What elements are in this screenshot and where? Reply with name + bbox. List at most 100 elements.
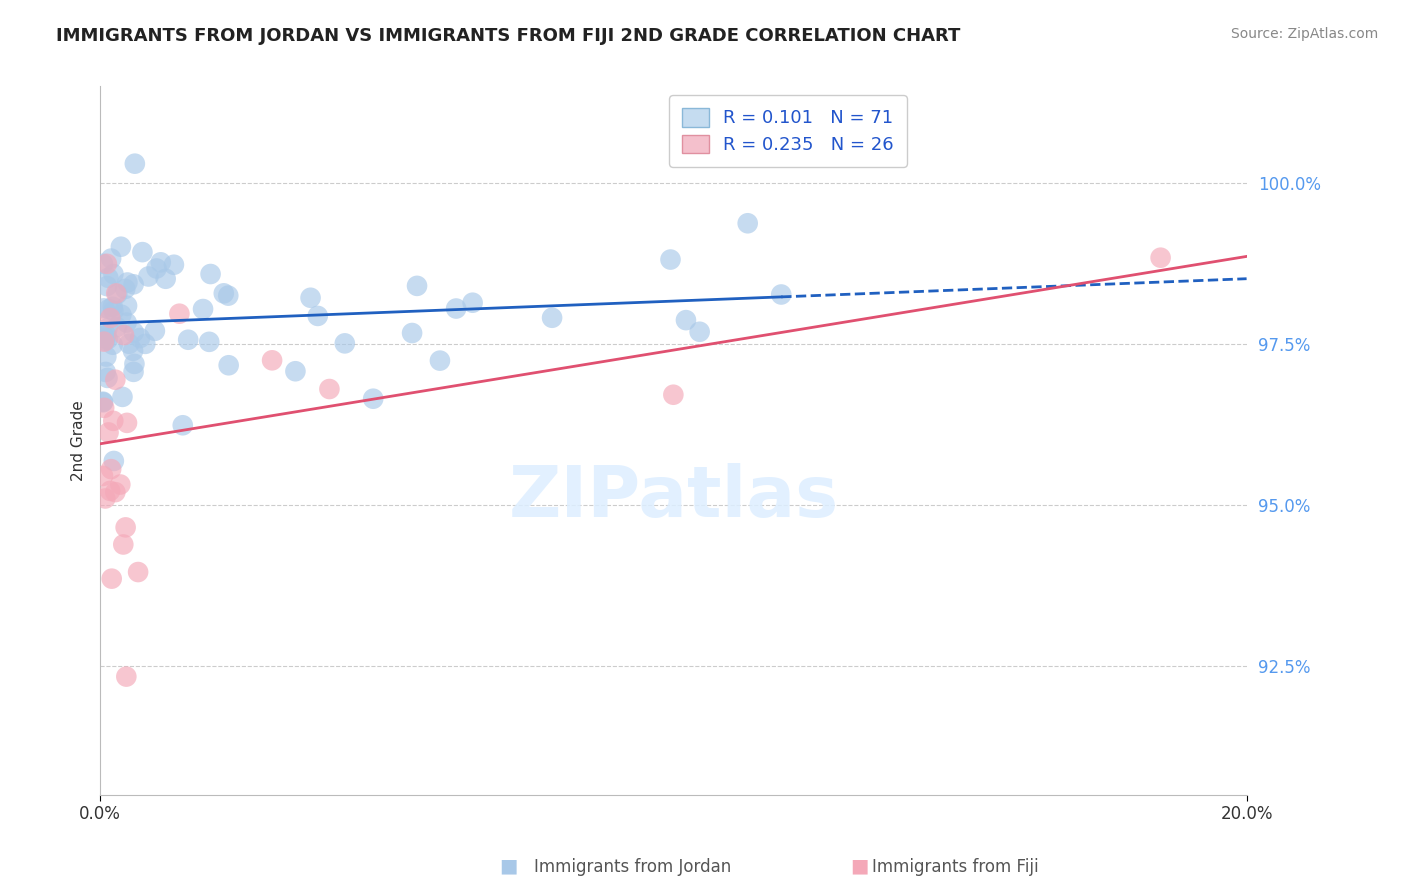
Point xyxy=(198,334,221,349)
Point xyxy=(94,365,117,379)
Point xyxy=(98,483,121,498)
Point xyxy=(770,287,793,301)
Point xyxy=(91,468,114,483)
Point xyxy=(110,308,132,322)
Point xyxy=(122,365,145,379)
Point xyxy=(172,418,194,433)
Point xyxy=(307,309,329,323)
Point xyxy=(115,299,138,313)
Point xyxy=(143,324,166,338)
Point xyxy=(100,252,122,266)
Point xyxy=(97,332,120,346)
Point xyxy=(406,278,429,293)
Point xyxy=(103,454,125,468)
Point xyxy=(101,337,124,351)
Point xyxy=(131,245,153,260)
Point xyxy=(461,295,484,310)
Point xyxy=(284,364,307,378)
Point xyxy=(104,485,127,500)
Point xyxy=(662,388,685,402)
Point xyxy=(115,670,138,684)
Point xyxy=(91,331,114,345)
Point xyxy=(218,358,240,372)
Point xyxy=(93,301,115,316)
Point xyxy=(145,261,167,276)
Point xyxy=(105,286,128,301)
Point xyxy=(104,373,127,387)
Point xyxy=(94,334,117,348)
Point xyxy=(96,371,118,385)
Point xyxy=(93,401,115,415)
Point xyxy=(97,425,120,440)
Point xyxy=(200,267,222,281)
Point xyxy=(318,382,340,396)
Point xyxy=(96,279,118,293)
Point xyxy=(444,301,467,316)
Point xyxy=(96,328,118,343)
Point xyxy=(100,572,122,586)
Point xyxy=(155,272,177,286)
Point xyxy=(112,537,135,551)
Point xyxy=(138,269,160,284)
Point xyxy=(129,331,152,345)
Point xyxy=(115,416,138,430)
Point xyxy=(737,216,759,230)
Point xyxy=(212,286,235,301)
Point xyxy=(96,350,118,364)
Point xyxy=(122,326,145,340)
Point xyxy=(91,257,114,271)
Point xyxy=(103,304,125,318)
Point xyxy=(361,392,384,406)
Point xyxy=(100,462,122,476)
Point xyxy=(177,333,200,347)
Point xyxy=(124,357,146,371)
Point xyxy=(91,395,114,409)
Point xyxy=(191,301,214,316)
Point xyxy=(101,300,124,314)
Point xyxy=(333,336,356,351)
Point xyxy=(105,287,128,301)
Point xyxy=(127,565,149,579)
Point xyxy=(93,334,115,349)
Point xyxy=(110,477,132,491)
Point xyxy=(91,328,114,343)
Point xyxy=(118,336,141,351)
Legend: R = 0.101   N = 71, R = 0.235   N = 26: R = 0.101 N = 71, R = 0.235 N = 26 xyxy=(669,95,907,167)
Point xyxy=(149,255,172,269)
Point xyxy=(114,520,136,534)
Point xyxy=(111,390,134,404)
Point xyxy=(659,252,682,267)
Text: ■: ■ xyxy=(499,857,517,876)
Text: IMMIGRANTS FROM JORDAN VS IMMIGRANTS FROM FIJI 2ND GRADE CORRELATION CHART: IMMIGRANTS FROM JORDAN VS IMMIGRANTS FRO… xyxy=(56,27,960,45)
Point xyxy=(122,277,145,292)
Point xyxy=(117,276,139,290)
Point xyxy=(97,321,120,335)
Point xyxy=(122,343,145,358)
Point xyxy=(98,310,121,325)
Point xyxy=(103,414,125,428)
Point xyxy=(110,240,132,254)
Point xyxy=(96,257,118,271)
Point xyxy=(91,394,114,409)
Point xyxy=(163,258,186,272)
Point xyxy=(675,313,697,327)
Point xyxy=(103,267,125,281)
Text: Immigrants from Fiji: Immigrants from Fiji xyxy=(872,858,1039,876)
Point xyxy=(262,353,284,368)
Point xyxy=(112,328,135,343)
Point xyxy=(541,310,564,325)
Point xyxy=(94,491,117,506)
Text: ■: ■ xyxy=(851,857,869,876)
Point xyxy=(124,156,146,170)
Point xyxy=(401,326,423,340)
Text: ZIPatlas: ZIPatlas xyxy=(509,463,838,532)
Point xyxy=(115,316,138,330)
Point xyxy=(105,320,128,334)
Text: Source: ZipAtlas.com: Source: ZipAtlas.com xyxy=(1230,27,1378,41)
Point xyxy=(217,288,239,302)
Point xyxy=(97,270,120,285)
Point xyxy=(1149,251,1171,265)
Point xyxy=(97,301,120,316)
Y-axis label: 2nd Grade: 2nd Grade xyxy=(72,401,86,481)
Point xyxy=(114,282,136,296)
